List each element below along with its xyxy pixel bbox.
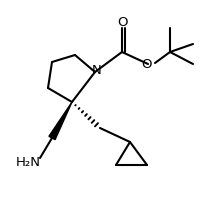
Polygon shape [49, 102, 72, 140]
Text: O: O [142, 59, 152, 71]
Text: H₂N: H₂N [16, 156, 41, 170]
Text: O: O [117, 16, 127, 28]
Text: N: N [92, 64, 102, 77]
